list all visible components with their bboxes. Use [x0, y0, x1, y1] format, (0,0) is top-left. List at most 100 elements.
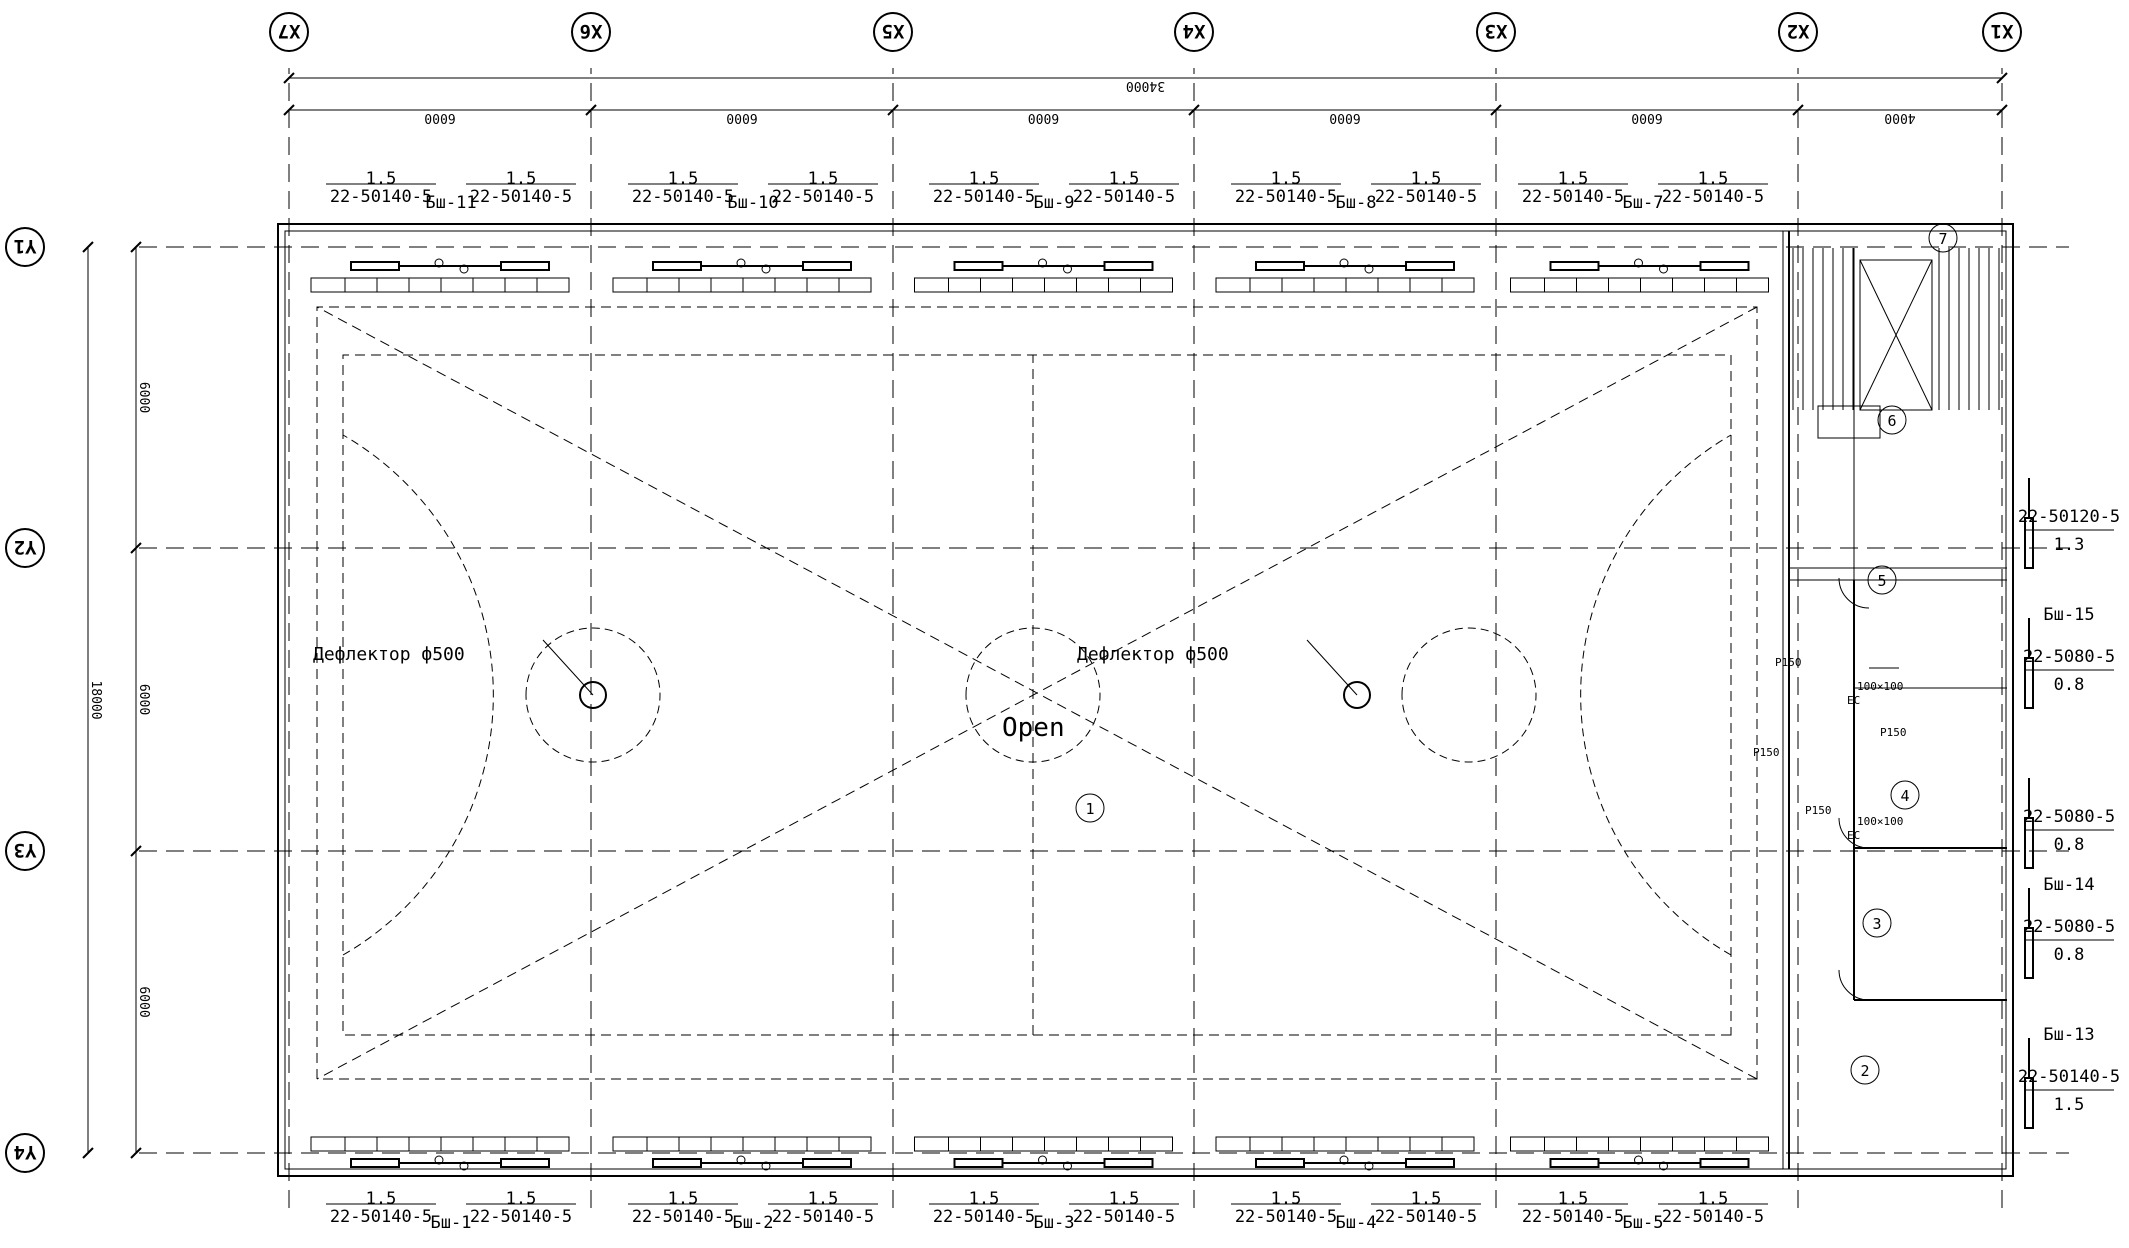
door-swing [1838, 577, 1870, 609]
unit-model: 22-50140-5 [1235, 1207, 1337, 1227]
grid-label-x: X5 [882, 20, 905, 42]
unit-value: 1.5 [969, 1189, 1000, 1209]
unit-model: 22-5080-5 [2023, 647, 2115, 667]
plan-labels: Дефлектор ф500 Дефлектор ф500Open11.522-5… [313, 169, 2120, 1233]
grid-bubble-x [1982, 12, 2022, 52]
bench [310, 277, 570, 293]
unit-value: 1.5 [1109, 1189, 1140, 1209]
bench [914, 277, 1173, 293]
unit-tag: Бш-2 [733, 1213, 774, 1233]
grid-label-y: Y1 [14, 235, 37, 257]
heating-units [310, 258, 2034, 1171]
radiator [953, 261, 1004, 271]
dim-span-x: 6000 [1329, 110, 1360, 125]
valve-icon [1364, 264, 1374, 274]
room-box [1817, 405, 1881, 439]
unit-model: 22-50120-5 [2018, 507, 2120, 527]
deflector-label: Дефлектор ф500 [1077, 644, 1229, 665]
unit-model: 22-50140-5 [1662, 187, 1764, 207]
door-swing [1838, 817, 1870, 849]
grid-label-x: X2 [1787, 20, 1810, 42]
unit-tag: Бш-4 [1336, 1213, 1377, 1233]
radiator [1255, 261, 1305, 271]
free-throw-circle [525, 627, 661, 763]
radiator [350, 261, 400, 271]
center-circle [965, 627, 1101, 763]
valve-icon [1659, 1161, 1668, 1171]
unit-tag: Бш-7 [1623, 193, 1664, 213]
bench [1510, 277, 1769, 293]
room-bubble [1867, 565, 1897, 595]
unit-tag: Бш-13 [2043, 1025, 2094, 1045]
walls [277, 223, 2014, 1177]
grid-axes: X1 X2 X3 X4 X5 X6 X7 Y1 Y2 Y3 Y4 [5, 12, 2069, 1208]
valve-icon [1038, 258, 1047, 268]
bench [1215, 277, 1475, 293]
valve-icon [761, 1161, 771, 1171]
unit-model: 22-50140-5 [1235, 187, 1337, 207]
unit-value: 1.5 [668, 1189, 699, 1209]
dim-span-x: 4000 [1884, 110, 1915, 125]
deflector [579, 681, 607, 709]
grid-bubble-x [1778, 12, 1818, 52]
grid-label-x: X7 [278, 20, 301, 42]
grid-bubble-y [5, 1133, 45, 1173]
room-bubble [1890, 780, 1920, 810]
deflector [1343, 681, 1371, 709]
three-point-arc [1580, 434, 1732, 956]
duct-label: 100×100 [1857, 815, 1903, 828]
unit-value: 0.8 [2054, 675, 2085, 695]
unit-model: 22-5080-5 [2023, 917, 2115, 937]
room-number: 5 [1877, 572, 1886, 590]
unit-tag: Бш-8 [1336, 193, 1377, 213]
unit-model: 22-50140-5 [1375, 1207, 1477, 1227]
radiator [1103, 261, 1154, 271]
dim-tick [130, 241, 142, 253]
three-point-arc [342, 434, 494, 956]
dim-tick [1996, 72, 2008, 84]
unit-model: 22-50140-5 [2018, 1067, 2120, 1087]
staircase: 7 [1792, 223, 2000, 411]
valve-icon [434, 258, 444, 268]
valve-icon [736, 258, 746, 268]
valve-icon [1339, 258, 1349, 268]
grid-bubble-y [5, 528, 45, 568]
dim-span-x: 6000 [726, 110, 757, 125]
bench [1215, 1136, 1475, 1152]
unit-model: 22-50140-5 [1073, 187, 1175, 207]
radiator [500, 261, 550, 271]
unit-value: 1.5 [808, 169, 839, 189]
bench [914, 1136, 1173, 1152]
grid-label-x: X4 [1183, 20, 1206, 42]
grid-label-x: X3 [1485, 20, 1508, 42]
unit-model: 22-50140-5 [1375, 187, 1477, 207]
valve-icon [761, 264, 771, 274]
dim-overall-x-text: 34000 [1126, 78, 1165, 93]
unit-tag: Бш-5 [1623, 1213, 1664, 1233]
court-markings [316, 306, 1758, 1080]
unit-value: 1.5 [1558, 169, 1589, 189]
unit-value: 1.5 [2054, 1095, 2085, 1115]
deflector-leader [1306, 639, 1358, 696]
dim-tick [130, 845, 142, 857]
unit-model: 22-50140-5 [933, 1207, 1035, 1227]
grid-label-y: Y3 [14, 839, 37, 861]
duct-label: 100×100 [1857, 680, 1903, 693]
dim-span-y: 6000 [136, 684, 151, 715]
dim-span-x: 6000 [1631, 110, 1662, 125]
valve-label: P150 [1880, 726, 1907, 739]
unit-value: 0.8 [2054, 945, 2085, 965]
valve-icon [1063, 264, 1072, 274]
unit-value: 0.8 [2054, 835, 2085, 855]
door-swing [1838, 969, 1870, 1001]
ec-label: EC [1847, 694, 1860, 707]
radiator [1549, 261, 1600, 271]
outer-wall [277, 223, 2014, 1177]
unit-tag: Бш-1 [431, 1213, 472, 1233]
dim-span-x: 6000 [424, 110, 455, 125]
deflector-leader [542, 639, 594, 696]
court-diagonal [316, 306, 1758, 1080]
hall-label: Open [1002, 713, 1065, 743]
